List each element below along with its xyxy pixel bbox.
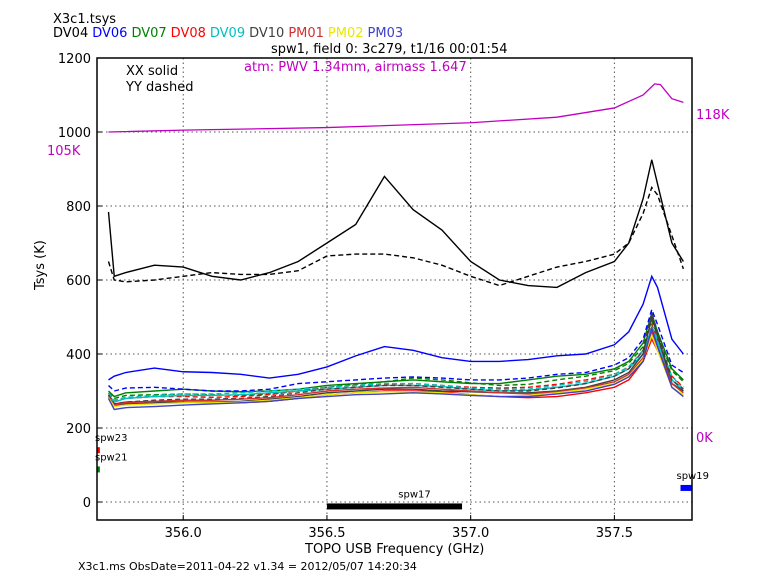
x-axis-label: TOPO USB Frequency (GHz) [305, 542, 485, 557]
spw-marker-spw17 [326, 503, 463, 510]
series-dv06-yy [108, 307, 684, 392]
file-title: X3c1.tsys [53, 12, 117, 27]
series-dv10-yy [107, 310, 684, 405]
atm-scale-right-bottom: 0K [696, 431, 713, 446]
spw-label: spw23 [95, 433, 127, 444]
spw-marker-spw19 [680, 484, 692, 491]
x-tick-label: 357.0 [452, 526, 489, 541]
antenna-legend-pm03: PM03 [367, 26, 404, 41]
x-tick-label: 356.5 [308, 526, 345, 541]
series-dv10-xx [107, 314, 684, 407]
y-tick-label: 1000 [58, 126, 91, 141]
legend-yy: YY dashed [126, 80, 194, 95]
antenna-legend-dv06: DV06 [92, 26, 128, 41]
spw-label: spw17 [398, 489, 430, 500]
antenna-legend: DV04 DV06 DV07 DV08 DV09 DV10 PM01 PM02 PM03 [53, 26, 407, 41]
x-tick-label: 357.5 [596, 526, 633, 541]
series-dv06-xx [108, 274, 684, 381]
y-tick-label: 1200 [58, 52, 91, 67]
atm-transmission-curve [108, 83, 684, 133]
legend-xx: XX solid [126, 64, 179, 79]
antenna-legend-pm01: PM01 [288, 26, 324, 41]
spw-marker-spw21 [97, 466, 100, 473]
y-axis-label: Tsys (K) [33, 240, 48, 290]
series-dv09-yy [107, 324, 684, 402]
y-tick-label: 600 [66, 274, 91, 289]
series-pm03-xx [107, 325, 684, 411]
spw-marker-spw23 [97, 447, 100, 454]
antenna-legend-dv08: DV08 [170, 26, 206, 41]
antenna-legend-dv10: DV10 [249, 26, 285, 41]
spw-label: spw21 [95, 452, 127, 463]
series-pm01-xx [107, 329, 684, 406]
antenna-legend-dv04: DV04 [53, 26, 89, 41]
y-tick-label: 0 [83, 496, 91, 511]
antenna-legend-dv09: DV09 [209, 26, 246, 41]
plot-subtitle: spw1, field 0: 3c279, t1/16 00:01:54 [271, 42, 508, 57]
y-tick-label: 400 [66, 348, 91, 363]
atm-scale-right-top: 118K [696, 108, 730, 123]
footer-info: X3c1.ms ObsDate=2011-04-22 v1.34 = 2012/… [78, 560, 417, 573]
y-tick-label: 800 [66, 200, 91, 215]
series-pm02-xx [107, 333, 684, 408]
plot-frame [96, 57, 693, 521]
atm-scale-left-top: 105K [47, 144, 81, 159]
antenna-legend-dv07: DV07 [131, 26, 167, 41]
atm-label: atm: PWV 1.34mm, airmass 1.647 [244, 60, 467, 75]
x-tick-label: 356.0 [165, 526, 202, 541]
y-tick-label: 200 [66, 422, 91, 437]
series-dv04-yy [107, 186, 685, 287]
series-dv04-xx [107, 159, 684, 289]
antenna-legend-pm02: PM02 [327, 26, 364, 41]
